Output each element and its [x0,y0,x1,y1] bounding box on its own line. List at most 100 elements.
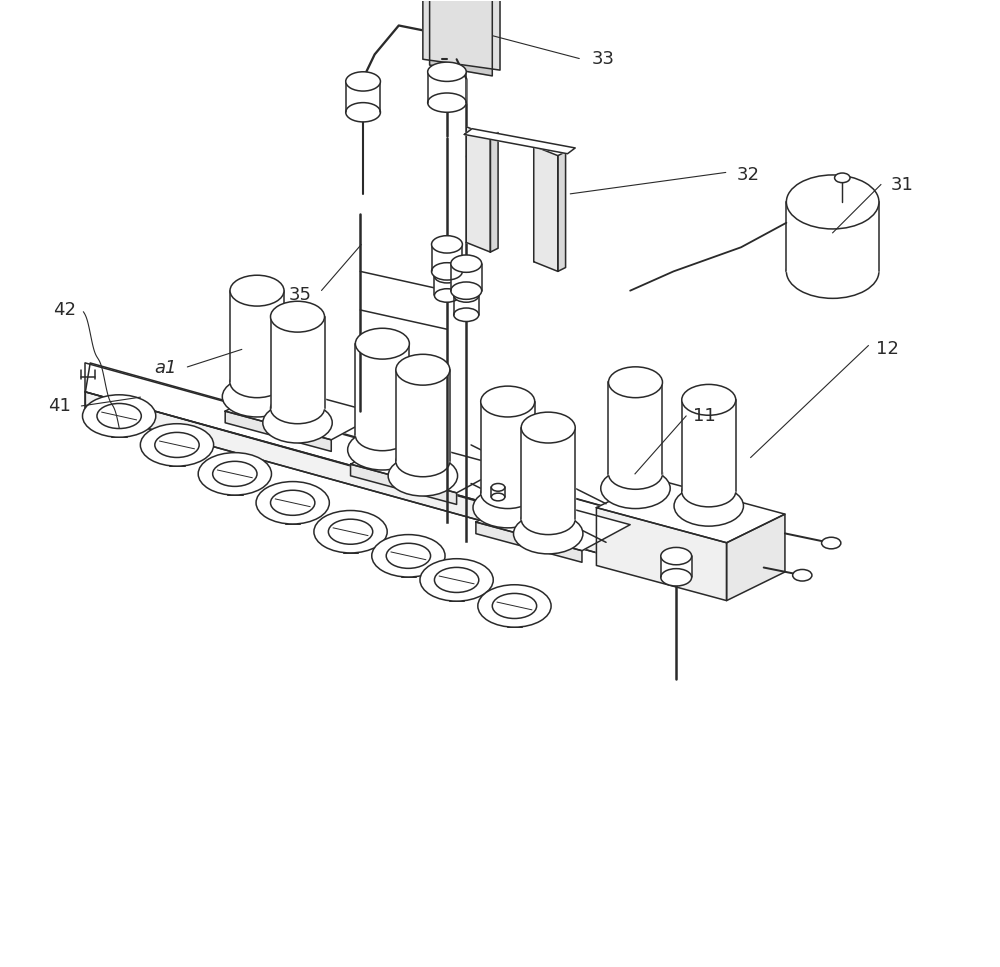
Polygon shape [464,129,575,154]
Ellipse shape [346,103,380,122]
Polygon shape [452,267,481,291]
Ellipse shape [428,62,466,81]
Text: 33: 33 [592,50,615,69]
Polygon shape [596,508,727,601]
Ellipse shape [432,263,462,280]
Ellipse shape [452,283,481,299]
Ellipse shape [222,376,292,417]
Ellipse shape [608,366,662,397]
Ellipse shape [428,93,466,112]
Ellipse shape [433,240,461,255]
Ellipse shape [835,173,850,183]
Polygon shape [225,411,331,452]
Ellipse shape [492,594,537,619]
Ellipse shape [478,585,551,628]
Polygon shape [271,316,325,408]
Ellipse shape [451,255,482,273]
Ellipse shape [513,513,583,554]
Ellipse shape [271,490,315,515]
Ellipse shape [140,424,214,466]
Polygon shape [432,245,462,272]
Polygon shape [596,479,785,542]
Polygon shape [481,401,535,493]
Ellipse shape [682,476,736,507]
Ellipse shape [328,519,373,544]
Ellipse shape [452,259,481,275]
Ellipse shape [434,289,460,303]
Ellipse shape [682,385,736,415]
Ellipse shape [433,264,461,279]
Ellipse shape [372,535,445,577]
Polygon shape [534,146,558,272]
Ellipse shape [230,276,284,307]
Polygon shape [346,81,380,112]
Polygon shape [451,264,482,291]
Polygon shape [230,291,284,382]
Polygon shape [454,296,479,315]
Polygon shape [423,0,500,70]
Polygon shape [727,514,785,601]
Polygon shape [682,399,736,491]
Ellipse shape [230,366,284,397]
Ellipse shape [473,487,542,528]
Ellipse shape [661,569,692,586]
Ellipse shape [786,245,879,299]
Ellipse shape [661,547,692,565]
Polygon shape [351,438,505,493]
Ellipse shape [451,282,482,300]
Ellipse shape [601,468,670,509]
Polygon shape [608,382,662,474]
Ellipse shape [355,420,409,451]
Polygon shape [521,427,575,519]
Ellipse shape [97,403,141,428]
Polygon shape [85,392,712,585]
Polygon shape [351,464,457,505]
Ellipse shape [674,485,743,526]
Ellipse shape [386,543,431,569]
Ellipse shape [396,354,450,385]
Ellipse shape [608,458,662,489]
Ellipse shape [82,395,156,437]
Ellipse shape [348,429,417,470]
Text: 11: 11 [693,407,716,425]
Ellipse shape [263,402,332,443]
Ellipse shape [396,446,450,477]
Ellipse shape [198,453,271,495]
Ellipse shape [420,559,493,601]
Ellipse shape [521,504,575,535]
Polygon shape [428,72,466,103]
Ellipse shape [434,568,479,593]
Ellipse shape [355,328,409,359]
Ellipse shape [271,302,325,332]
Polygon shape [396,369,450,461]
Polygon shape [85,363,712,566]
Ellipse shape [521,412,575,443]
Ellipse shape [432,236,462,253]
Ellipse shape [481,386,535,417]
Ellipse shape [793,570,812,581]
Polygon shape [430,0,492,75]
Ellipse shape [434,270,460,283]
Polygon shape [225,385,379,440]
Polygon shape [661,556,692,577]
Polygon shape [433,248,461,272]
Ellipse shape [213,461,257,486]
Text: 12: 12 [876,339,899,358]
Polygon shape [786,202,879,272]
Polygon shape [476,496,630,550]
Polygon shape [434,277,460,296]
Ellipse shape [454,308,479,321]
Text: 31: 31 [891,176,913,193]
Ellipse shape [155,432,199,457]
Ellipse shape [346,72,380,91]
Polygon shape [476,522,582,562]
Ellipse shape [314,511,387,553]
Ellipse shape [491,484,505,491]
Text: 42: 42 [53,301,76,319]
Text: 35: 35 [289,286,312,305]
Text: a1: a1 [154,359,177,377]
Ellipse shape [388,455,458,496]
Polygon shape [355,343,409,435]
Polygon shape [491,487,505,497]
Ellipse shape [786,175,879,229]
